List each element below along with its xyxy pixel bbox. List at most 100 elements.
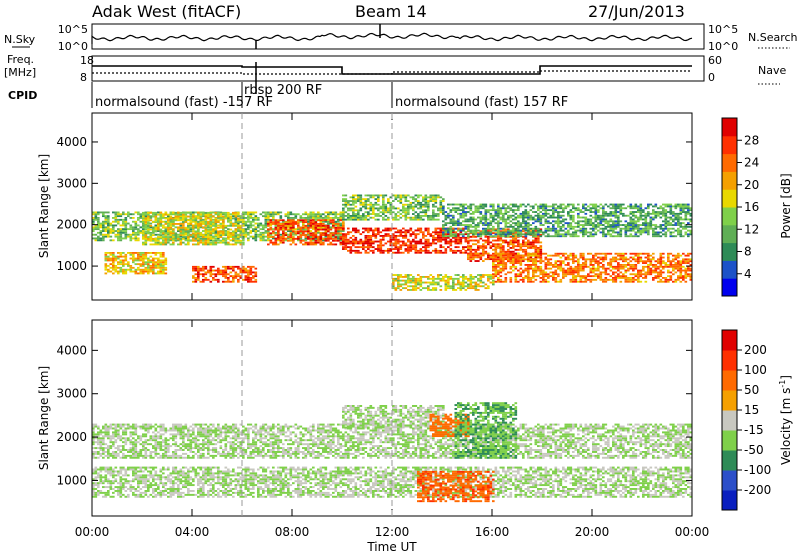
data-cell	[599, 256, 603, 259]
data-cell	[442, 225, 445, 228]
data-cell	[137, 217, 140, 219]
data-cell	[317, 239, 320, 242]
data-cell	[652, 271, 655, 274]
data-cell	[589, 258, 593, 261]
data-cell	[524, 211, 528, 213]
data-cell	[364, 246, 368, 249]
data-cell	[242, 217, 245, 219]
data-cell	[489, 227, 493, 230]
data-cell	[519, 273, 523, 276]
data-cell	[412, 196, 415, 199]
data-cell	[272, 241, 275, 244]
data-cell	[169, 232, 173, 235]
data-cell	[509, 254, 513, 257]
data-cell	[147, 266, 150, 269]
data-cell	[614, 280, 618, 283]
data-cell	[424, 238, 428, 241]
data-cell	[504, 241, 508, 244]
data-cell	[472, 285, 475, 288]
data-cell	[369, 227, 373, 230]
data-cell	[424, 200, 428, 202]
data-cell	[252, 237, 255, 240]
data-cell	[439, 244, 443, 247]
data-cell	[354, 246, 358, 249]
data-cell	[427, 277, 430, 280]
data-cell	[567, 258, 570, 261]
data-cell	[527, 280, 530, 283]
data-cell	[497, 220, 500, 223]
data-cell	[619, 271, 623, 274]
data-cell	[409, 216, 413, 219]
data-cell	[147, 228, 150, 231]
data-cell	[184, 226, 188, 229]
data-cell	[524, 241, 528, 244]
data-cell	[547, 277, 550, 279]
data-cell	[529, 209, 533, 212]
data-cell	[659, 269, 663, 272]
data-cell	[304, 236, 308, 238]
data-cell	[464, 238, 468, 241]
data-cell	[247, 213, 250, 216]
data-cell	[542, 269, 545, 272]
data-cell	[554, 229, 558, 232]
data-cell	[132, 226, 135, 229]
data-cell	[662, 265, 665, 268]
data-cell	[612, 277, 615, 279]
data-cell	[402, 283, 405, 286]
data-cell	[432, 218, 435, 221]
data-cell	[562, 271, 565, 274]
data-cell	[477, 211, 480, 213]
data-cell	[259, 224, 263, 227]
data-cell	[169, 226, 173, 229]
data-cell	[604, 267, 608, 270]
data-cell	[442, 211, 445, 214]
data-cell	[497, 205, 500, 208]
data-cell	[369, 205, 373, 208]
data-cell	[489, 203, 493, 206]
data-cell	[199, 273, 203, 276]
data-cell	[509, 280, 513, 283]
data-cell	[422, 218, 425, 221]
data-cell	[432, 200, 435, 202]
data-cell	[539, 229, 543, 232]
data-cell	[334, 232, 338, 235]
data-cell	[519, 224, 523, 226]
data-cell	[404, 244, 408, 247]
data-cell	[192, 234, 195, 237]
data-cell	[329, 234, 333, 237]
data-cell	[497, 231, 500, 234]
data-cell	[412, 205, 415, 208]
data-cell	[637, 254, 640, 257]
data-cell	[164, 226, 168, 229]
data-cell	[354, 215, 358, 217]
data-cell	[114, 235, 118, 238]
data-cell	[534, 231, 538, 234]
data-cell	[652, 252, 655, 255]
data-cell	[519, 271, 523, 274]
data-cell	[437, 213, 440, 215]
data-cell	[247, 218, 250, 221]
data-cell	[532, 216, 535, 219]
data-cell	[392, 200, 395, 202]
data-cell	[402, 244, 405, 247]
data-cell	[509, 231, 513, 234]
data-cell	[124, 255, 128, 258]
data-cell	[679, 280, 683, 283]
data-cell	[537, 227, 540, 230]
data-cell	[94, 228, 98, 231]
data-cell	[512, 262, 515, 264]
data-cell	[247, 220, 250, 223]
data-cell	[154, 213, 158, 216]
data-cell	[407, 231, 410, 234]
data-cell	[542, 207, 545, 210]
data-cell	[554, 222, 558, 225]
data-cell	[439, 231, 443, 234]
data-cell	[444, 285, 448, 288]
data-cell	[597, 273, 600, 276]
data-cell	[382, 235, 385, 237]
data-cell	[194, 234, 198, 237]
data-cell	[309, 237, 313, 240]
data-cell	[439, 274, 443, 276]
data-cell	[119, 237, 123, 240]
data-cell	[404, 209, 408, 212]
